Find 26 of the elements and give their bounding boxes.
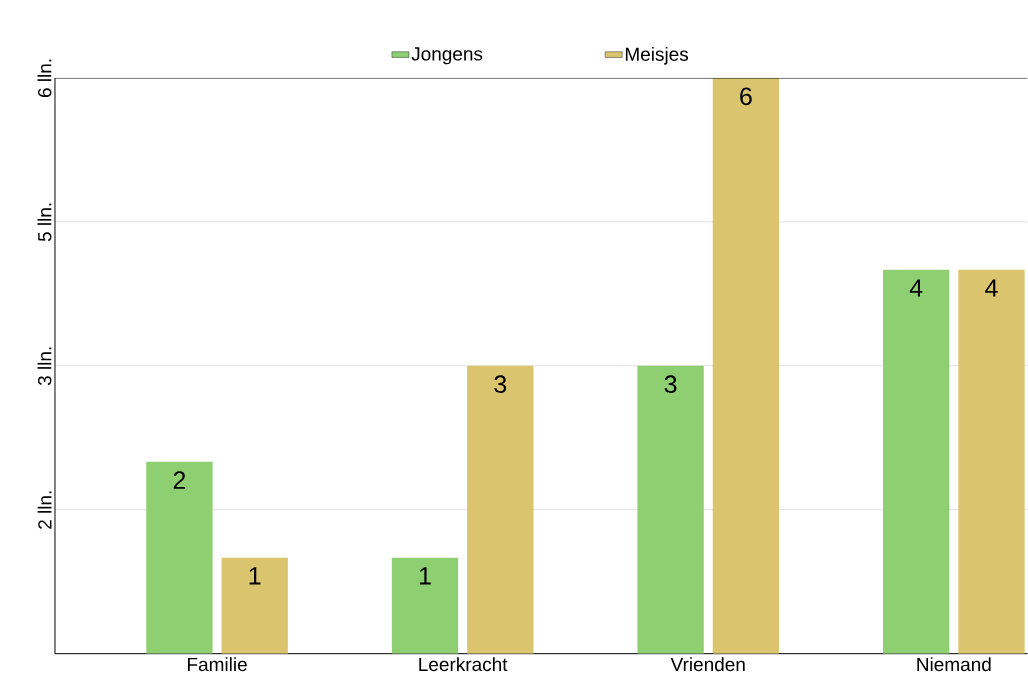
- data-label: 2: [173, 471, 186, 489]
- data-label: 1: [419, 567, 431, 585]
- bar: [883, 270, 950, 654]
- bar: [146, 461, 213, 654]
- bar: [391, 557, 459, 654]
- bar: [712, 78, 780, 654]
- legend-label: Jongens: [411, 47, 483, 65]
- bar: [467, 365, 534, 654]
- data-label: 3: [664, 375, 677, 394]
- y-tick-label: 6 lln.: [37, 59, 52, 98]
- legend-label: Meisjes: [625, 47, 689, 65]
- bar: [221, 557, 288, 654]
- x-tick-label: Familie: [188, 657, 247, 672]
- x-tick-label: Leerkracht: [419, 657, 508, 672]
- data-label: 1: [249, 567, 261, 585]
- y-tick-label: 2 lln.: [37, 491, 52, 530]
- data-label: 6: [740, 87, 752, 106]
- y-tick-label: 5 lln.: [37, 203, 52, 242]
- x-tick-label: Niemand: [917, 657, 991, 672]
- x-tick-label: Vrienden: [670, 657, 745, 672]
- bar: [958, 270, 1025, 654]
- data-label: 3: [494, 375, 507, 394]
- y-tick-label: 3 lln.: [37, 347, 52, 386]
- data-label: 4: [909, 279, 923, 297]
- data-label: 4: [985, 279, 998, 297]
- bar: [637, 365, 704, 654]
